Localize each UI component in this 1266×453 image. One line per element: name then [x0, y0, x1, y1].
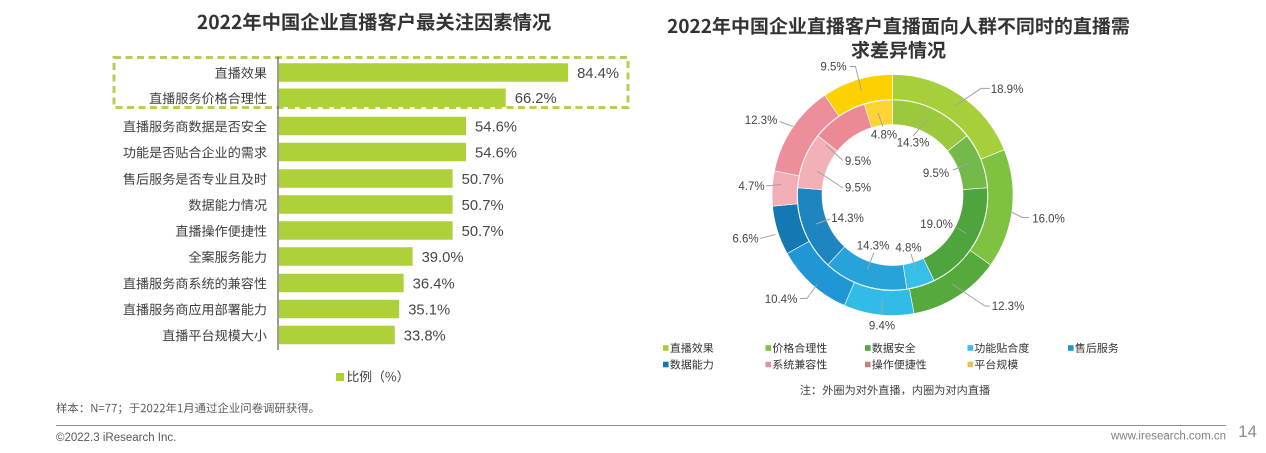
- svg-text:14.3%: 14.3%: [897, 138, 930, 150]
- svg-text:4.7%: 4.7%: [738, 181, 764, 193]
- svg-text:9.5%: 9.5%: [820, 62, 846, 74]
- svg-text:9.4%: 9.4%: [869, 321, 895, 333]
- svg-text:36.4%: 36.4%: [413, 276, 455, 292]
- svg-text:12.3%: 12.3%: [992, 301, 1025, 313]
- svg-text:19.0%: 19.0%: [920, 219, 953, 231]
- svg-text:12.3%: 12.3%: [745, 115, 778, 127]
- svg-text:54.6%: 54.6%: [475, 119, 517, 135]
- svg-text:©2022.3 iResearch Inc.: ©2022.3 iResearch Inc.: [56, 432, 176, 444]
- svg-text:50.7%: 50.7%: [462, 198, 504, 214]
- svg-text:16.0%: 16.0%: [1032, 214, 1065, 226]
- svg-text:www.iresearch.com.cn: www.iresearch.com.cn: [1110, 431, 1226, 443]
- svg-text:10.4%: 10.4%: [765, 294, 798, 306]
- svg-text:4.8%: 4.8%: [895, 243, 921, 255]
- svg-text:9.5%: 9.5%: [845, 183, 871, 195]
- svg-text:50.7%: 50.7%: [462, 224, 504, 240]
- svg-text:54.6%: 54.6%: [475, 145, 517, 161]
- svg-text:33.8%: 33.8%: [404, 328, 446, 344]
- svg-text:4.8%: 4.8%: [871, 130, 897, 142]
- svg-text:14.3%: 14.3%: [831, 213, 864, 225]
- svg-text:6.6%: 6.6%: [732, 234, 758, 246]
- svg-text:39.0%: 39.0%: [422, 250, 464, 266]
- svg-text:66.2%: 66.2%: [515, 91, 557, 107]
- svg-text:50.7%: 50.7%: [462, 172, 504, 188]
- svg-text:18.9%: 18.9%: [991, 84, 1024, 96]
- svg-text:14: 14: [1238, 422, 1257, 441]
- svg-text:14.3%: 14.3%: [857, 241, 890, 253]
- svg-text:9.5%: 9.5%: [923, 168, 949, 180]
- svg-text:35.1%: 35.1%: [408, 302, 450, 318]
- svg-text:84.4%: 84.4%: [577, 66, 619, 82]
- svg-text:9.5%: 9.5%: [845, 156, 871, 168]
